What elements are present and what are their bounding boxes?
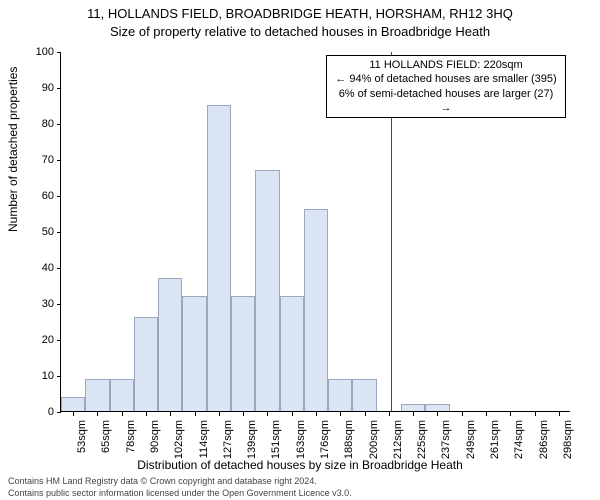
bar [280,296,304,411]
ytick-label: 100 [14,46,54,58]
footer-line1: Contains HM Land Registry data © Crown c… [8,476,317,486]
ytick-mark [57,232,61,233]
xtick-mark [219,412,220,416]
bar [328,379,352,411]
xtick-mark [413,412,414,416]
ytick-mark [57,160,61,161]
xtick-mark [535,412,536,416]
xtick-mark [486,412,487,416]
xtick-mark [97,412,98,416]
footer-line2: Contains public sector information licen… [8,488,352,498]
bar [401,404,425,411]
xtick-mark [340,412,341,416]
annotation-line2: ← 94% of detached houses are smaller (39… [333,72,559,86]
ytick-label: 0 [14,406,54,418]
xtick-mark [316,412,317,416]
xtick-mark [243,412,244,416]
x-axis-label: Distribution of detached houses by size … [0,458,600,472]
xtick-mark [122,412,123,416]
ytick-label: 40 [14,262,54,274]
ytick-mark [57,412,61,413]
chart-title-sub: Size of property relative to detached ho… [0,24,600,39]
ytick-mark [57,196,61,197]
ytick-mark [57,304,61,305]
ytick-mark [57,376,61,377]
bar [352,379,376,411]
ytick-label: 30 [14,298,54,310]
bar [182,296,206,411]
bar [158,278,182,411]
xtick-mark [437,412,438,416]
bar [425,404,449,411]
bar [231,296,255,411]
annotation-line3: 6% of semi-detached houses are larger (2… [333,87,559,116]
ytick-mark [57,268,61,269]
chart-container: 11, HOLLANDS FIELD, BROADBRIDGE HEATH, H… [0,0,600,500]
annotation-box: 11 HOLLANDS FIELD: 220sqm ← 94% of detac… [326,55,566,118]
xtick-mark [389,412,390,416]
xtick-mark [365,412,366,416]
xtick-mark [510,412,511,416]
xtick-mark [170,412,171,416]
ytick-label: 60 [14,190,54,202]
ytick-label: 70 [14,154,54,166]
xtick-mark [462,412,463,416]
bar [255,170,279,411]
bar [207,105,231,411]
ytick-mark [57,52,61,53]
xtick-mark [195,412,196,416]
ytick-label: 80 [14,118,54,130]
plot-area: 11 HOLLANDS FIELD: 220sqm ← 94% of detac… [60,52,570,412]
ytick-mark [57,340,61,341]
bar [304,209,328,411]
bar [134,317,158,411]
xtick-mark [267,412,268,416]
ytick-label: 90 [14,82,54,94]
chart-title-main: 11, HOLLANDS FIELD, BROADBRIDGE HEATH, H… [0,6,600,21]
ytick-label: 50 [14,226,54,238]
xtick-mark [73,412,74,416]
ytick-mark [57,88,61,89]
bar [85,379,109,411]
xtick-mark [292,412,293,416]
ytick-label: 20 [14,334,54,346]
ytick-label: 10 [14,370,54,382]
xtick-mark [559,412,560,416]
ytick-mark [57,124,61,125]
bar [110,379,134,411]
annotation-line1: 11 HOLLANDS FIELD: 220sqm [333,58,559,72]
xtick-mark [146,412,147,416]
bar [61,397,85,411]
